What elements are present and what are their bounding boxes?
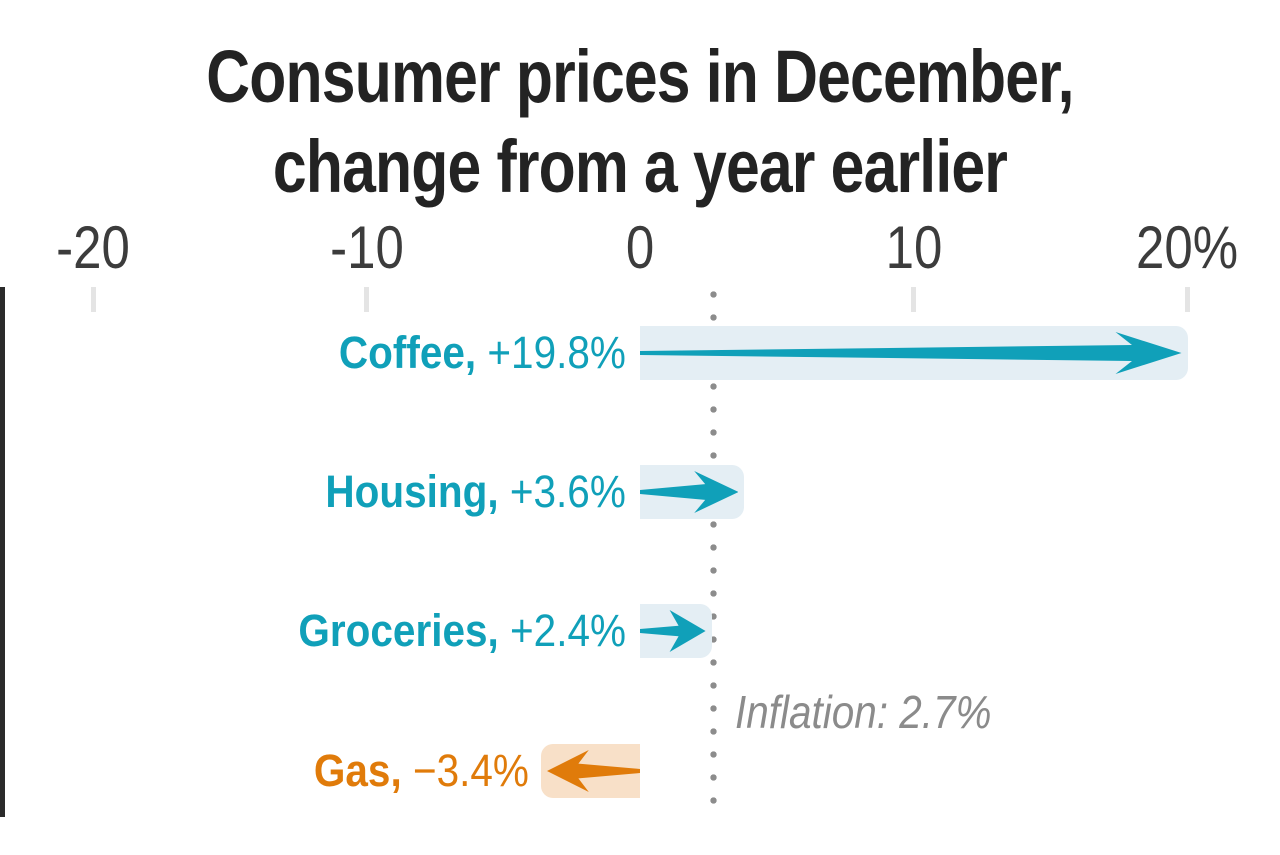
x-tick-mark: [911, 287, 916, 312]
x-tick-label-20: 20%: [1135, 214, 1239, 281]
housing-label: Housing, +3.6%: [326, 465, 626, 519]
x-tick-label--20: -20: [56, 214, 130, 281]
zero-axis-line: [0, 287, 5, 817]
groceries-value: +2.4%: [498, 605, 626, 656]
housing-value: +3.6%: [498, 466, 626, 517]
gas-label: Gas, −3.4%: [314, 744, 529, 798]
gas-name: Gas,: [313, 745, 402, 796]
x-tick-label-10: 10: [885, 214, 942, 281]
chart-title-line-1: Consumer prices in December,: [206, 35, 1074, 118]
coffee-value: +19.8%: [476, 327, 626, 378]
x-tick-label-0: 0: [625, 214, 655, 281]
inflation-reference-line: [710, 283, 718, 813]
groceries-name: Groceries,: [298, 605, 499, 656]
x-tick-label--10: -10: [329, 214, 404, 281]
groceries-label: Groceries, +2.4%: [298, 604, 626, 658]
x-tick-mark: [364, 287, 369, 312]
housing-name: Housing,: [325, 466, 499, 517]
gas-value: −3.4%: [401, 745, 530, 796]
x-tick-mark: [90, 287, 96, 312]
inflation-annotation: Inflation: 2.7%: [734, 686, 992, 738]
coffee-label: Coffee, +19.8%: [339, 326, 626, 380]
housing-arrow: [640, 471, 739, 513]
x-tick-mark: [1184, 287, 1190, 312]
coffee-name: Coffee,: [338, 327, 477, 378]
chart-title-line-2: change from a year earlier: [272, 125, 1008, 208]
coffee-arrow: [640, 332, 1182, 374]
groceries-arrow: [640, 610, 706, 652]
gas-arrow: [547, 750, 640, 792]
